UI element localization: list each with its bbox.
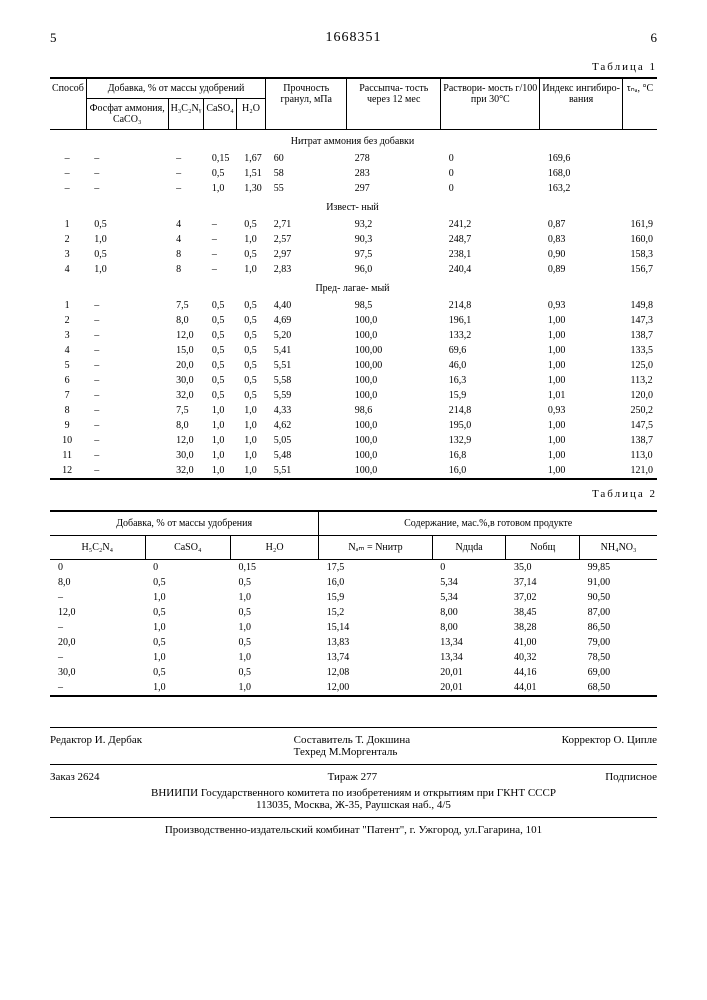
footer: Редактор И. Дербак Составитель Т. Докшин… <box>50 727 657 836</box>
table-row: 000,1517,5035,099,85 <box>50 560 657 576</box>
table1: Способ Добавка, % от массы удобрений Про… <box>50 77 657 480</box>
table-row: 20,00,50,513,8313,3441,0079,00 <box>50 635 657 650</box>
table-row: 4–15,00,50,55,41100,0069,61,00133,5 <box>50 343 657 358</box>
t2-c5: Nдцdа <box>432 536 506 560</box>
th-phosphate: Фосфат аммония, CaCO₃ <box>86 99 168 130</box>
doc-number: 1668351 <box>326 30 382 46</box>
table-row: –1,01,015,95,3437,0290,50 <box>50 590 657 605</box>
table-row: 8,00,50,516,05,3437,1491,00 <box>50 575 657 590</box>
th-method: Способ <box>50 78 86 130</box>
table-row: 12,00,50,515,28,0038,4587,00 <box>50 605 657 620</box>
table-row: 6–30,00,50,55,58100,016,31,00113,2 <box>50 373 657 388</box>
th-h2o: H₂O <box>236 99 266 130</box>
table-row: 30,58–0,52,9797,5238,10,90158,3 <box>50 247 657 262</box>
page-header: 5 1668351 6 <box>50 30 657 46</box>
table-row: 12–32,01,01,05,51100,016,01,00121,0 <box>50 463 657 479</box>
org: ВНИИПИ Государственного комитета по изоб… <box>50 787 657 799</box>
sub: Подписное <box>605 771 657 783</box>
t2-c7: NH₄NO₃ <box>580 536 657 560</box>
section-label: Извест- ный <box>50 196 657 217</box>
t2-c4: Nₐₘ = Nнитр <box>319 536 432 560</box>
editor: Редактор И. Дербак <box>50 734 142 758</box>
t2-h2: Содержание, мас.%,в готовом продукте <box>319 511 657 536</box>
table-row: 10–12,01,01,05,05100,0132,91,00138,7 <box>50 433 657 448</box>
th-strength: Прочность гранул, мПа <box>266 78 347 130</box>
table-row: 41,08–1,02,8396,0240,40,89156,7 <box>50 262 657 277</box>
section-label: Пред- лагае- мый <box>50 277 657 298</box>
table1-title: Таблица 1 <box>50 61 657 73</box>
table-row: –––1,01,30552970163,2 <box>50 181 657 196</box>
table-row: –1,01,012,0020,0144,0168,50 <box>50 680 657 696</box>
table-row: –––0,51,51582830168,0 <box>50 166 657 181</box>
col-right: 6 <box>651 30 658 46</box>
table-row: –1,01,013,7413,3440,3278,50 <box>50 650 657 665</box>
th-inhibit: Индекс ингибиро- вания <box>540 78 623 130</box>
th-caso4: CaSO₄ <box>204 99 236 130</box>
t2-c1: H₅C₂N₄ <box>50 536 145 560</box>
table-row: 10,54–0,52,7193,2241,20,87161,9 <box>50 217 657 232</box>
th-h3c2: H₃C₂Nᵧ <box>168 99 204 130</box>
table-row: –1,01,015,148,0038,2886,50 <box>50 620 657 635</box>
t2-c3: H₂O <box>230 536 318 560</box>
table-row: 8–7,51,01,04,3398,6214,80,93250,2 <box>50 403 657 418</box>
table-row: 11–30,01,01,05,48100,016,81,00113,0 <box>50 448 657 463</box>
table2-title: Таблица 2 <box>50 488 657 500</box>
pub: Производственно-издательский комбинат "П… <box>50 824 657 836</box>
table-row: 21,04–1,02,5790,3248,70,83160,0 <box>50 232 657 247</box>
th-additive: Добавка, % от массы удобрений <box>86 78 265 99</box>
th-friability: Рассыпча- тость через 12 мес <box>347 78 441 130</box>
table2: Добавка, % от массы удобрения Содержание… <box>50 510 657 697</box>
comp: Составитель Т. Докшина <box>294 734 410 746</box>
table-row: 2–8,00,50,54,69100,0196,11,00147,3 <box>50 313 657 328</box>
section-label: Нитрат аммония без добавки <box>50 130 657 152</box>
th-tau: τₙₐ, °C <box>622 78 657 130</box>
t2-h1: Добавка, % от массы удобрения <box>50 511 319 536</box>
table-row: 3–12,00,50,55,20100,0133,21,00138,7 <box>50 328 657 343</box>
table-row: 5–20,00,50,55,51100,0046,01,00125,0 <box>50 358 657 373</box>
corr: Корректор О. Ципле <box>562 734 657 758</box>
table-row: 30,00,50,512,0820,0144,1669,00 <box>50 665 657 680</box>
t2-c6: Nобщ <box>506 536 580 560</box>
col-left: 5 <box>50 30 57 46</box>
th-solubility: Раствори- мость г/100 при 30°С <box>441 78 540 130</box>
table-row: –––0,151,67602780169,6 <box>50 151 657 166</box>
addr: 113035, Москва, Ж-35, Раушская наб., 4/5 <box>50 799 657 811</box>
t2-c2: CaSO₄ <box>145 536 230 560</box>
table-row: 7–32,00,50,55,59100,015,91,01120,0 <box>50 388 657 403</box>
table-row: 9–8,01,01,04,62100,0195,01,00147,5 <box>50 418 657 433</box>
table-row: 1–7,50,50,54,4098,5214,80,93149,8 <box>50 298 657 313</box>
tirage: Тираж 277 <box>328 771 378 783</box>
order: Заказ 2624 <box>50 771 100 783</box>
tech: Техред М.Моргенталь <box>294 746 398 758</box>
